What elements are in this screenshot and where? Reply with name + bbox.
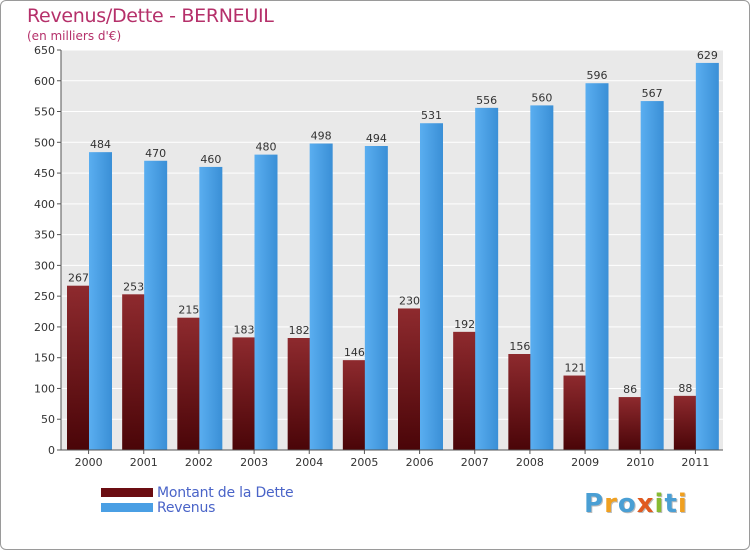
data-label-revenue: 556 — [476, 94, 497, 107]
data-label-revenue: 498 — [311, 130, 332, 143]
bar-revenue — [144, 160, 168, 450]
data-label-revenue: 560 — [531, 91, 552, 104]
bar-revenue — [640, 101, 664, 451]
legend-swatch-debt — [101, 488, 153, 497]
bar-revenue — [254, 154, 278, 450]
data-label-revenue: 484 — [90, 138, 111, 151]
x-tick-label: 2002 — [185, 456, 213, 469]
data-label-debt: 156 — [509, 340, 530, 353]
x-tick-label: 2006 — [406, 456, 434, 469]
x-tick-label: 2005 — [350, 456, 378, 469]
bar-debt — [398, 308, 421, 450]
x-tick-label: 2008 — [516, 456, 544, 469]
data-label-revenue: 480 — [256, 141, 277, 154]
data-label-debt: 192 — [454, 318, 475, 331]
y-tick-label: 300 — [34, 259, 55, 272]
bar-revenue — [420, 123, 443, 450]
axes-group: 0 50 100 150 200 250 300 350 400 450 500 550 600 650 2… — [34, 44, 723, 469]
legend-item-debt: Montant de la Dette — [101, 484, 294, 501]
y-tick-label: 550 — [34, 106, 55, 119]
logo-letter: i — [654, 489, 665, 519]
bars-group — [67, 62, 719, 451]
data-label-revenue: 567 — [642, 87, 663, 100]
plot-area — [61, 50, 723, 450]
y-tick-label: 200 — [34, 321, 55, 334]
x-tick-label: 2011 — [681, 456, 709, 469]
bar-revenue — [309, 143, 333, 451]
bar-debt — [67, 285, 90, 450]
data-label-debt: 182 — [289, 324, 310, 337]
x-tick-label: 2010 — [626, 456, 654, 469]
data-label-debt: 253 — [123, 280, 144, 293]
logo-letter: i — [677, 489, 688, 519]
chart-subtitle: (en milliers d'€) — [27, 29, 122, 43]
y-tick-label: 450 — [34, 167, 55, 180]
x-tick-label: 2009 — [571, 456, 599, 469]
data-label-debt: 88 — [678, 382, 692, 395]
logo-letter: t — [664, 489, 678, 519]
bar-debt — [563, 375, 587, 450]
bar-debt — [232, 337, 256, 450]
data-label-debt: 86 — [623, 383, 637, 396]
data-label-debt: 121 — [565, 362, 586, 375]
data-label-debt: 267 — [68, 272, 89, 285]
plot-background — [61, 50, 723, 450]
bar-debt — [618, 397, 642, 450]
y-tick-label: 150 — [34, 352, 55, 365]
y-tick-label: 100 — [34, 382, 55, 395]
data-label-debt: 230 — [399, 294, 420, 307]
y-tick-label: 250 — [34, 290, 55, 303]
x-tick-label: 2004 — [295, 456, 323, 469]
grid-lines — [61, 49, 723, 451]
y-tick-label: 50 — [41, 413, 55, 426]
bar-debt — [122, 294, 146, 450]
data-label-revenue: 460 — [200, 153, 221, 166]
legend: Montant de la Dette Revenus — [101, 484, 294, 516]
data-label-debt: 215 — [178, 304, 199, 317]
data-label-revenue: 629 — [697, 49, 718, 62]
bar-debt — [508, 354, 532, 450]
bar-revenue — [364, 146, 388, 450]
bar-revenue — [585, 83, 609, 450]
data-label-debt: 183 — [234, 323, 255, 336]
bar-revenue — [475, 107, 499, 450]
bar-revenue — [530, 105, 554, 450]
bar-revenue — [89, 152, 112, 450]
y-tick-label: 0 — [48, 444, 55, 457]
data-label-revenue: 470 — [145, 147, 166, 160]
y-tick-label: 500 — [34, 136, 55, 149]
proxiti-logo: Proxiti — [584, 489, 688, 519]
y-tick-label: 600 — [34, 75, 55, 88]
bar-debt — [673, 395, 697, 450]
bar-debt — [287, 338, 311, 450]
x-tick-label: 2003 — [240, 456, 268, 469]
bar-debt — [342, 360, 366, 450]
chart-title: Revenus/Dette - BERNEUIL — [27, 5, 274, 27]
logo-letter: o — [617, 489, 637, 519]
bar-revenue — [695, 62, 719, 451]
data-labels-group: 267 253 215 183 182 146 230 192 156 121 86 88 484 470… — [68, 49, 718, 396]
legend-label-debt: Montant de la Dette — [157, 484, 294, 501]
data-label-revenue: 596 — [587, 69, 608, 82]
legend-swatch-revenue — [101, 503, 153, 512]
logo-letter: P — [584, 489, 605, 519]
legend-label-revenue: Revenus — [157, 499, 216, 516]
x-tick-label: 2000 — [75, 456, 103, 469]
y-tick-label: 400 — [34, 198, 55, 211]
x-tick-label: 2007 — [461, 456, 489, 469]
bar-debt — [453, 331, 477, 450]
legend-item-revenue: Revenus — [101, 499, 293, 516]
y-tick-label: 350 — [34, 229, 55, 242]
x-tick-label: 2001 — [130, 456, 158, 469]
data-label-revenue: 494 — [366, 132, 387, 145]
data-label-debt: 146 — [344, 346, 365, 359]
bar-revenue — [199, 166, 223, 450]
y-tick-label: 650 — [34, 44, 55, 57]
data-label-revenue: 531 — [421, 109, 442, 122]
logo-letter: x — [636, 489, 655, 519]
bar-debt — [177, 317, 201, 450]
logo-letter: r — [604, 489, 618, 519]
